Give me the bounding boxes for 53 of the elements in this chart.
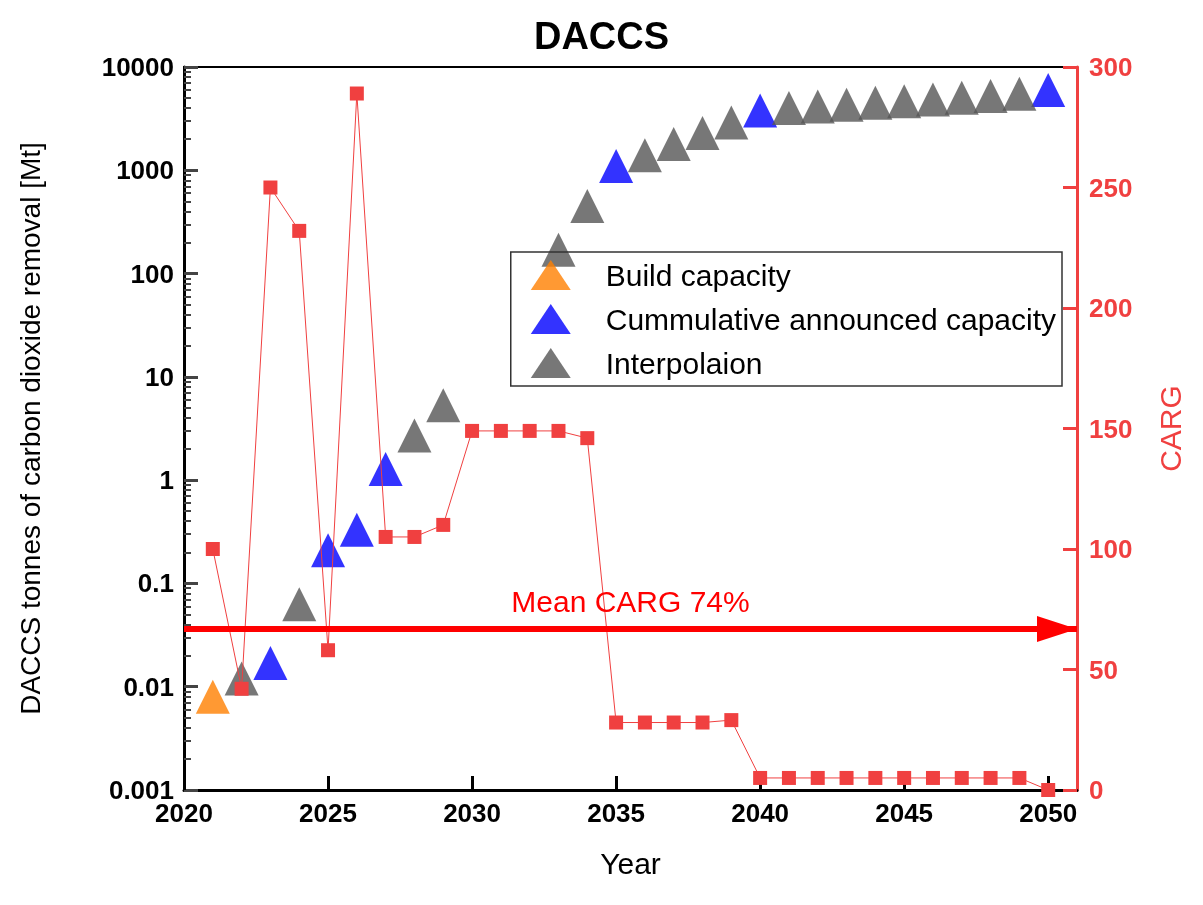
y2-tick-label: 300	[1089, 52, 1133, 82]
point	[771, 91, 806, 126]
point	[743, 93, 778, 128]
point	[195, 679, 230, 714]
point	[656, 126, 691, 161]
y-axis-title: DACCS tonnes of carbon dioxide removal [Mt]	[14, 142, 46, 715]
x-tick-label: 2035	[587, 798, 646, 828]
point	[714, 105, 749, 140]
x-axis-title: Year	[600, 846, 661, 880]
y-tick-label: 1	[159, 465, 174, 496]
ref-line-label: Mean CARG 74%	[511, 585, 750, 619]
point	[800, 89, 835, 124]
point	[368, 452, 403, 487]
point	[915, 82, 950, 117]
y-tick-label: 100	[130, 258, 174, 289]
point	[685, 115, 720, 150]
point	[397, 418, 432, 453]
legend-label: Interpolaion	[605, 346, 763, 380]
point	[570, 189, 605, 224]
point	[944, 80, 979, 115]
y-tick-label: 1000	[116, 155, 174, 186]
y2-tick-label: 0	[1089, 775, 1104, 805]
chart-title: DACCS	[533, 15, 670, 57]
point	[311, 533, 346, 568]
legend-label: Build capacity	[605, 258, 791, 292]
point	[829, 87, 864, 122]
y2-tick-label: 200	[1089, 293, 1133, 323]
y2-tick-label: 100	[1089, 534, 1133, 564]
y-tick-label: 10000	[101, 52, 174, 82]
y2-tick-label: 250	[1089, 172, 1133, 203]
point	[599, 149, 634, 184]
y2-tick-label: 50	[1089, 654, 1118, 685]
point	[887, 84, 922, 119]
x-tick-label: 2050	[1019, 798, 1078, 828]
y-tick-label: 0.01	[123, 671, 174, 702]
point	[339, 512, 374, 547]
y2-axis-title: CARG	[1153, 385, 1187, 472]
x-tick-label: 2040	[731, 798, 790, 828]
point	[282, 587, 317, 622]
legend-label: Cummulative announced capacity	[605, 302, 1056, 336]
x-tick-label: 2030	[443, 798, 501, 828]
point	[253, 645, 288, 680]
y2-tick-label: 150	[1089, 413, 1133, 444]
point	[627, 138, 662, 173]
y-tick-label: 0.1	[137, 568, 174, 599]
point	[1031, 72, 1066, 107]
y-tick-label: 10	[145, 361, 174, 392]
point	[858, 85, 893, 120]
point	[426, 388, 461, 423]
point	[973, 78, 1008, 113]
x-tick-label: 2045	[875, 798, 934, 828]
point	[1002, 76, 1037, 111]
x-tick-label: 2025	[299, 798, 357, 828]
